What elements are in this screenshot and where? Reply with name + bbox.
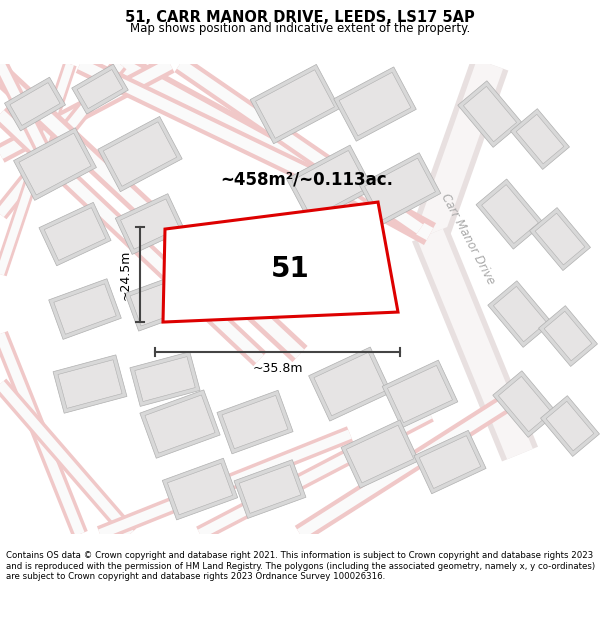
Polygon shape <box>488 281 552 348</box>
Polygon shape <box>292 151 368 218</box>
Polygon shape <box>58 360 122 408</box>
Polygon shape <box>130 352 200 406</box>
Polygon shape <box>222 396 288 449</box>
Polygon shape <box>98 116 182 192</box>
Polygon shape <box>39 202 111 266</box>
Polygon shape <box>482 184 538 244</box>
Polygon shape <box>499 376 551 432</box>
Polygon shape <box>516 114 564 164</box>
Polygon shape <box>365 158 436 220</box>
Text: Contains OS data © Crown copyright and database right 2021. This information is : Contains OS data © Crown copyright and d… <box>6 551 595 581</box>
Text: ~35.8m: ~35.8m <box>252 362 303 375</box>
Polygon shape <box>463 86 517 142</box>
Polygon shape <box>130 278 190 326</box>
Polygon shape <box>103 122 177 186</box>
Polygon shape <box>217 390 293 454</box>
Polygon shape <box>341 420 419 488</box>
Polygon shape <box>493 286 547 342</box>
Polygon shape <box>544 311 592 361</box>
Polygon shape <box>414 431 486 494</box>
Polygon shape <box>256 70 334 138</box>
Polygon shape <box>162 458 238 520</box>
Polygon shape <box>388 366 452 423</box>
Polygon shape <box>314 352 386 416</box>
Polygon shape <box>14 127 97 201</box>
Text: Carr Manor Drive: Carr Manor Drive <box>439 191 497 287</box>
Text: ~458m²/~0.113ac.: ~458m²/~0.113ac. <box>220 170 393 188</box>
Polygon shape <box>72 64 128 114</box>
Polygon shape <box>308 347 391 421</box>
Polygon shape <box>511 109 569 169</box>
Polygon shape <box>167 463 233 515</box>
Polygon shape <box>44 208 106 261</box>
Polygon shape <box>121 199 179 249</box>
Text: Map shows position and indicative extent of the property.: Map shows position and indicative extent… <box>130 22 470 35</box>
Polygon shape <box>234 459 306 519</box>
Polygon shape <box>135 357 195 401</box>
Polygon shape <box>529 208 590 271</box>
Polygon shape <box>493 371 557 438</box>
Polygon shape <box>250 64 340 144</box>
Polygon shape <box>535 213 585 265</box>
Polygon shape <box>346 425 413 483</box>
Polygon shape <box>49 279 121 339</box>
Polygon shape <box>476 179 544 249</box>
Polygon shape <box>19 133 91 195</box>
Polygon shape <box>546 401 594 451</box>
Polygon shape <box>115 194 185 254</box>
Polygon shape <box>382 360 458 428</box>
Text: 51: 51 <box>271 255 310 283</box>
Polygon shape <box>339 72 411 136</box>
Polygon shape <box>10 82 60 126</box>
Text: ~24.5m: ~24.5m <box>119 249 132 300</box>
Polygon shape <box>54 284 116 334</box>
Polygon shape <box>140 390 220 458</box>
Polygon shape <box>77 69 123 109</box>
Polygon shape <box>419 436 481 489</box>
Polygon shape <box>541 396 599 456</box>
Polygon shape <box>458 81 522 148</box>
Polygon shape <box>334 67 416 141</box>
Polygon shape <box>359 152 441 226</box>
Polygon shape <box>4 78 65 131</box>
Text: 51, CARR MANOR DRIVE, LEEDS, LS17 5AP: 51, CARR MANOR DRIVE, LEEDS, LS17 5AP <box>125 10 475 25</box>
Polygon shape <box>125 273 195 331</box>
Polygon shape <box>53 355 127 413</box>
Polygon shape <box>539 306 598 366</box>
Polygon shape <box>239 465 301 513</box>
Polygon shape <box>163 202 398 322</box>
Polygon shape <box>286 145 374 223</box>
Polygon shape <box>145 395 215 453</box>
